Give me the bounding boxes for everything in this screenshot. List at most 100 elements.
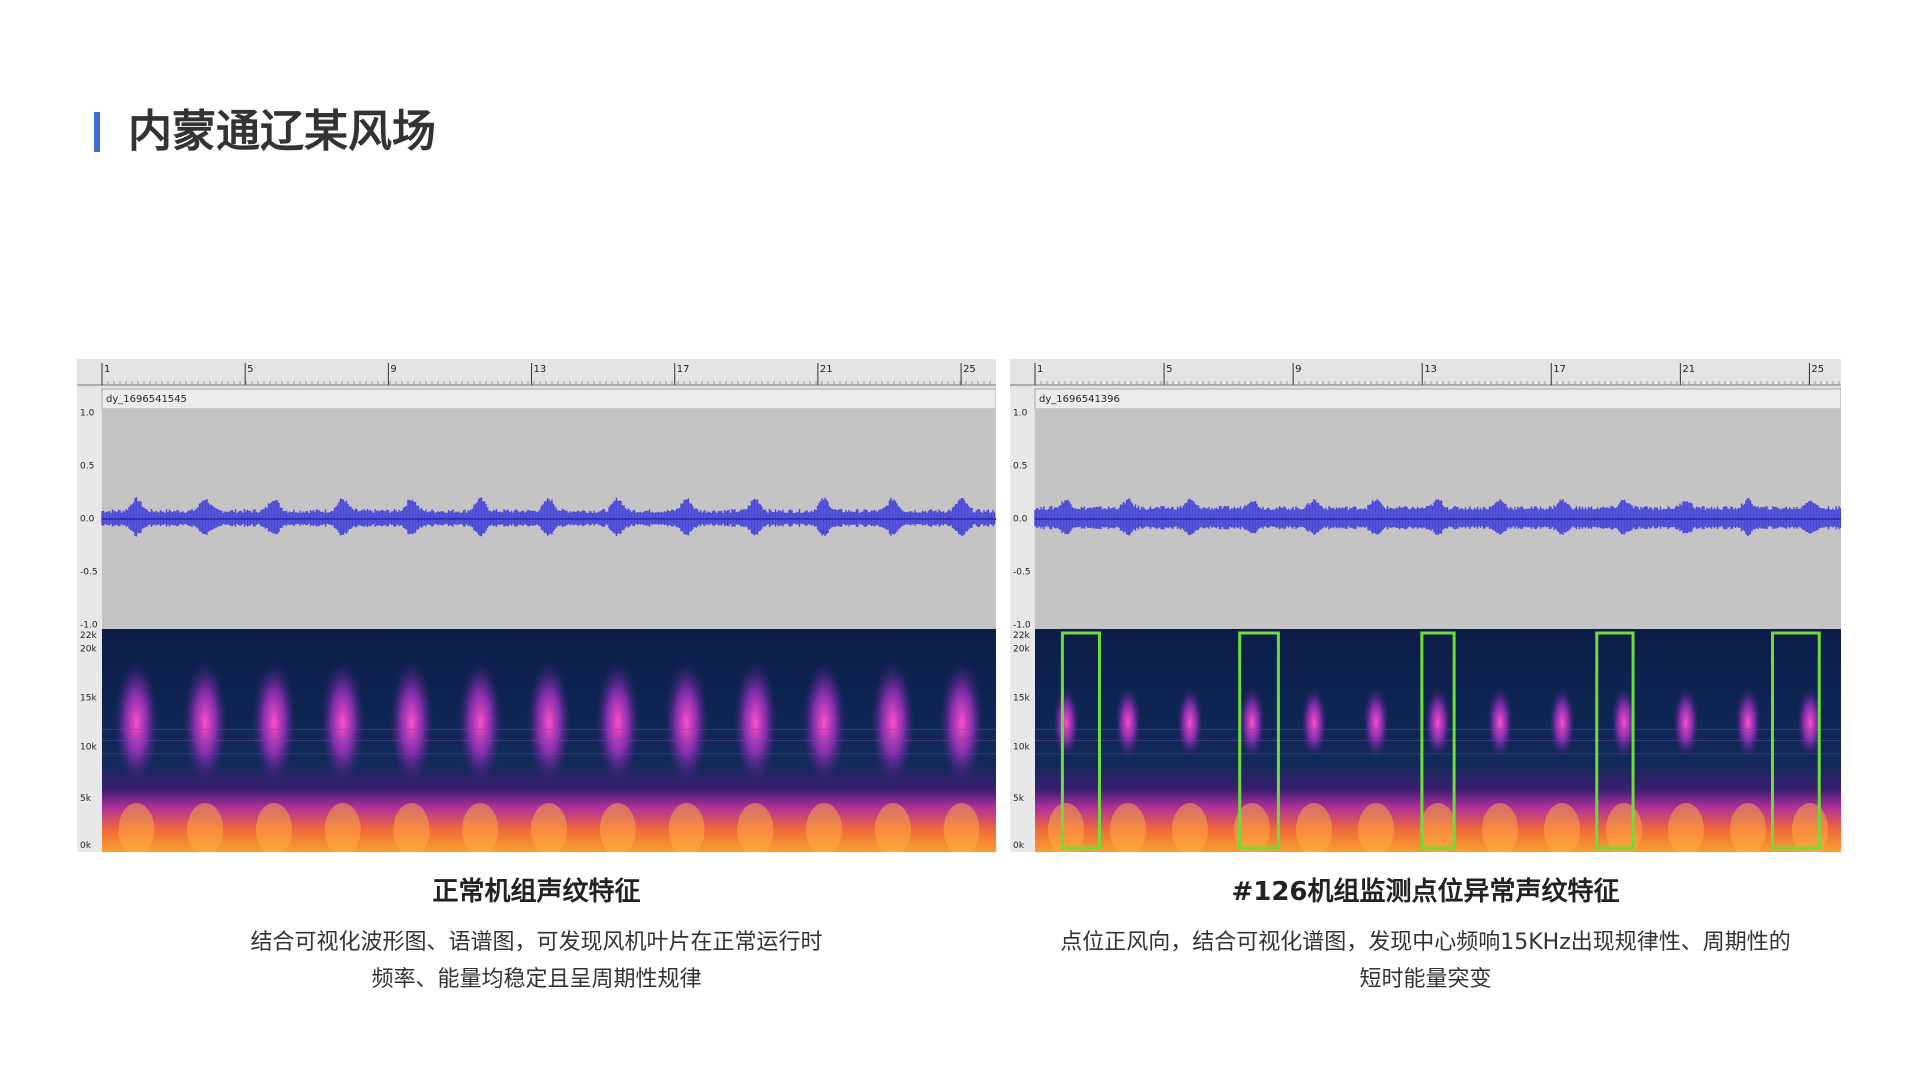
spectral-blob [118, 802, 155, 852]
spectral-blob [251, 660, 296, 786]
spectral-blob [320, 660, 365, 786]
spectral-blob [389, 660, 434, 786]
spectral-blob [1115, 686, 1141, 759]
title-accent [94, 112, 100, 152]
panel: 1 5 9 13 17 21 25 dy_1696541545 1.0 0.5 0.0 -0.5 -1.… [77, 359, 996, 852]
frequency-tick: 15k [1013, 694, 1030, 704]
caption: #126机组监测点位异常声纹特征 [1231, 877, 1620, 907]
frequency-tick: 20k [1013, 645, 1030, 655]
frequency-tick: 0k [1013, 841, 1025, 851]
spectral-blob [733, 660, 778, 786]
highlight-box [1595, 631, 1635, 850]
amplitude-tick: 0.0 [80, 515, 95, 525]
page-title: 内蒙通辽某风场 [128, 106, 436, 157]
spectral-blob [393, 802, 430, 852]
frequency-tick: 5k [1013, 794, 1025, 804]
frequency-tick: 10k [80, 743, 97, 753]
highlight-box [1060, 631, 1101, 850]
spectral-blob [737, 802, 774, 852]
spectral-blob [1544, 802, 1580, 852]
frequency-tick: 20k [80, 645, 97, 655]
spectral-blob [1358, 802, 1394, 852]
spectral-blob [1177, 686, 1203, 759]
audio-view: 1 5 9 13 17 21 25 dy_1696541396 1.0 0.5 0.0 -0.5 -1.… [1010, 359, 1841, 852]
ruler-label: 9 [1295, 364, 1301, 375]
spectral-blob [527, 660, 571, 786]
spectral-blob [668, 802, 705, 852]
amplitude-tick: 1.0 [1013, 409, 1028, 419]
spectral-blob [462, 802, 499, 852]
frequency-tick: 15k [80, 694, 97, 704]
spectral-blob [1363, 686, 1389, 759]
spectral-blob [595, 660, 640, 786]
track-name: dy_1696541396 [1039, 394, 1120, 405]
amplitude-tick: 0.0 [1013, 515, 1028, 525]
description-line: 结合可视化波形图、语谱图，可发现风机叶片在正常运行时 [250, 930, 823, 955]
spectral-blob [943, 802, 980, 852]
audio-view: 1 5 9 13 17 21 25 dy_1696541545 1.0 0.5 0.0 -0.5 -1.… [77, 359, 996, 852]
frequency-tick: 22k [1013, 631, 1030, 641]
spectral-blob [1234, 802, 1270, 852]
spectral-blob [1420, 802, 1456, 852]
amplitude-tick: 0.5 [80, 462, 94, 472]
spectral-blob [458, 660, 503, 786]
frequency-tick: 22k [80, 631, 97, 641]
highlight-box [1770, 631, 1821, 850]
frequency-tick: 10k [1013, 743, 1030, 753]
spectral-blob [114, 660, 159, 786]
amplitude-tick: -0.5 [1013, 568, 1031, 578]
spectral-blob [183, 660, 228, 786]
ruler-label: 17 [1553, 364, 1566, 375]
spectral-blob [806, 802, 843, 852]
spectral-blob [531, 802, 567, 852]
spectral-blob [1668, 802, 1704, 852]
frequency-tick: 5k [80, 794, 92, 804]
spectral-blob [1048, 802, 1084, 852]
spectral-blob [1549, 686, 1575, 759]
track-name: dy_1696541545 [106, 394, 187, 405]
ruler-label: 25 [1811, 364, 1824, 375]
spectral-blob [255, 802, 292, 852]
track-name-bar [101, 388, 996, 410]
ruler-label: 13 [1424, 364, 1437, 375]
spectral-blob [324, 802, 361, 852]
spectral-blob [1239, 686, 1265, 759]
amplitude-tick: -1.0 [1013, 621, 1031, 631]
spectral-blob [874, 802, 911, 852]
spectral-blob [1425, 686, 1451, 759]
spectral-blob [1296, 802, 1332, 852]
description-line: 点位正风向，结合可视化谱图，发现中心频响15KHz出现规律性、周期性的 [1060, 930, 1791, 955]
ruler-label: 1 [1037, 364, 1043, 375]
ruler-label: 25 [963, 364, 976, 375]
ruler-label: 9 [390, 364, 396, 375]
axis-column [1010, 389, 1035, 852]
description-line: 短时能量突变 [1359, 967, 1492, 992]
highlight-box [1420, 631, 1456, 850]
amplitude-tick: -0.5 [80, 568, 98, 578]
ruler-label: 5 [1166, 364, 1172, 375]
spectral-blob [1730, 802, 1766, 852]
spectral-blob [1110, 802, 1146, 852]
spectral-blob [1301, 686, 1327, 759]
caption: 正常机组声纹特征 [432, 877, 641, 907]
spectral-blob [939, 660, 984, 786]
spectral-blob [1487, 686, 1513, 759]
ruler-label: 1 [104, 364, 110, 375]
amplitude-tick: 0.5 [1013, 462, 1027, 472]
ruler-label: 21 [1682, 364, 1695, 375]
amplitude-tick: 1.0 [80, 409, 95, 419]
axis-column [77, 389, 102, 852]
ruler [77, 359, 996, 389]
amplitude-tick: -1.0 [80, 621, 98, 631]
spectral-blob [1482, 802, 1518, 852]
description-line: 频率、能量均稳定且呈周期性规律 [371, 967, 702, 992]
spectral-blob [599, 802, 636, 852]
spectral-blob [1053, 686, 1079, 759]
ruler-label: 21 [820, 364, 833, 375]
spectral-blob [802, 660, 847, 786]
spectral-blob [1735, 686, 1761, 759]
ruler-label: 5 [247, 364, 253, 375]
ruler-label: 17 [677, 364, 690, 375]
ruler-label: 13 [534, 364, 547, 375]
